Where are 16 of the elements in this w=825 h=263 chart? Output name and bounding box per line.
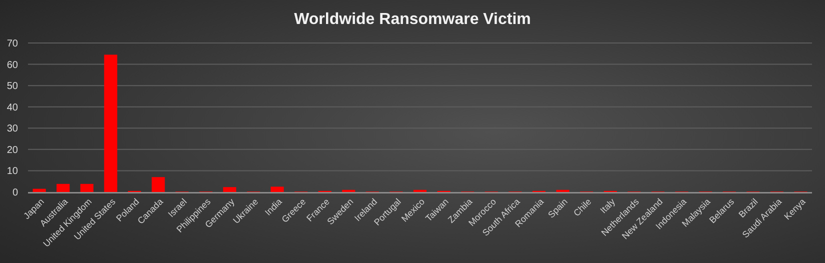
bar (80, 184, 94, 192)
y-tick-label: 30 (6, 124, 18, 135)
y-tick-label: 60 (6, 60, 18, 71)
bar (104, 54, 118, 192)
y-tick-label: 20 (6, 144, 18, 156)
y-tick-label: 10 (6, 166, 18, 178)
bar (32, 188, 46, 192)
y-tick-label: 0 (12, 188, 18, 198)
y-tick-label: 70 (6, 38, 18, 50)
bar (56, 184, 70, 192)
bar (223, 187, 236, 192)
chart-title: Worldwide Ransomware Victim (294, 11, 531, 28)
bar (270, 186, 284, 192)
y-tick-label: 40 (6, 102, 18, 114)
y-tick-label: 50 (6, 81, 18, 92)
bar (152, 177, 165, 192)
